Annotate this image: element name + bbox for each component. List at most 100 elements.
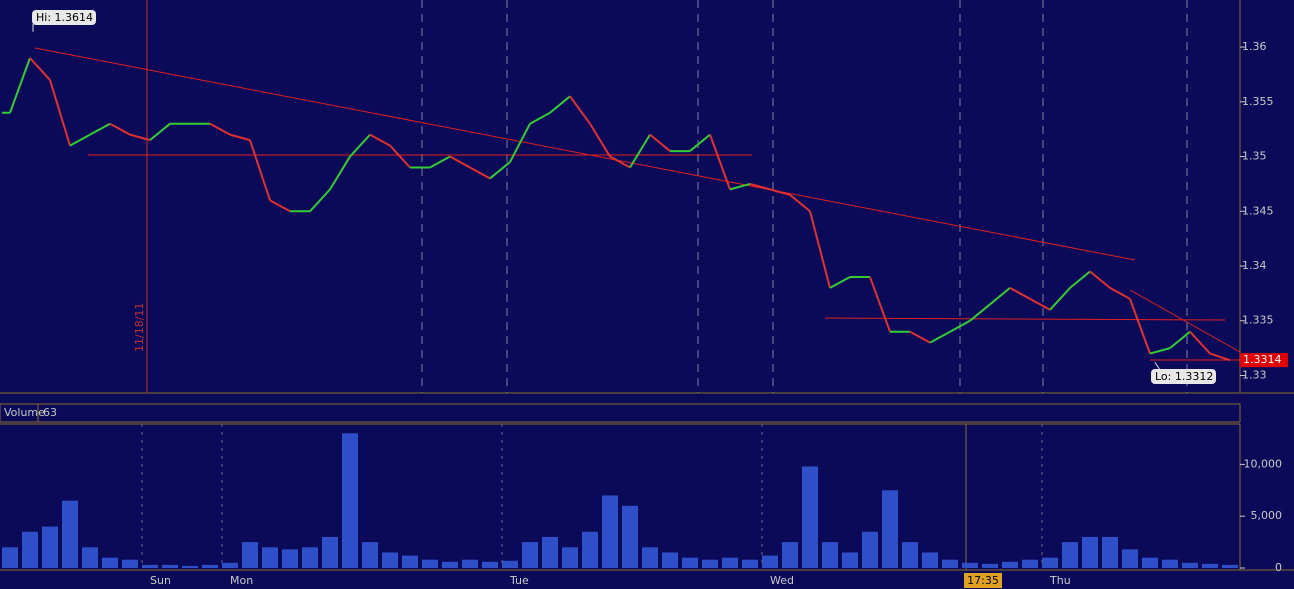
volume-bar [202, 564, 218, 568]
session-dividers [421, 0, 1188, 393]
volume-header [0, 403, 1241, 423]
x-tick-label: Tue [509, 574, 529, 587]
volume-bar [722, 557, 738, 568]
volume-bar [162, 564, 178, 568]
price-segment [89, 122, 111, 136]
price-segment [909, 330, 931, 344]
volume-bar [922, 552, 938, 568]
price-segment [1089, 270, 1111, 289]
volume-bar [1162, 559, 1178, 568]
price-segment [1029, 297, 1051, 311]
lo-badge [1151, 369, 1216, 384]
price-segment [209, 122, 231, 136]
volume-bar [342, 433, 358, 568]
volume-bar [702, 559, 718, 568]
y-tick-label: 1.33 [1242, 368, 1267, 381]
price-segment [829, 276, 851, 289]
volume-bar [602, 495, 618, 568]
price-segment [969, 303, 991, 322]
x-tick-label: Sun [150, 574, 171, 587]
x-tick-label: Thu [1049, 574, 1071, 587]
price-segment [1009, 287, 1031, 300]
volume-bar [1222, 564, 1238, 568]
volume-bar [422, 559, 438, 568]
price-segment [569, 95, 591, 125]
lo-label: Lo: 1.3312 [1155, 370, 1213, 383]
volume-bar [742, 559, 758, 568]
price-segment [809, 211, 831, 289]
y-tick-label: 1.345 [1242, 204, 1274, 217]
price-segment [489, 161, 511, 180]
last-price-badge [1240, 353, 1288, 368]
volume-bar [1102, 536, 1118, 568]
volume-bar [1042, 557, 1058, 568]
volume-bar [322, 536, 338, 568]
y-tick-label: 0 [1275, 561, 1282, 574]
y-tick-label: 1.36 [1242, 40, 1267, 53]
price-segment [929, 330, 951, 344]
volume-bar [102, 557, 118, 568]
price-segment [149, 122, 171, 141]
y-tick-label: 5,000 [1251, 509, 1283, 522]
volume-bar [562, 547, 578, 568]
price-segment [689, 133, 711, 152]
y-tick-label: 1.335 [1242, 314, 1274, 327]
volume-bar [1022, 559, 1038, 568]
price-segment [269, 199, 291, 213]
volume-bar [762, 555, 778, 568]
volume-bar [662, 552, 678, 568]
price-segment [609, 155, 631, 169]
volume-bar [42, 526, 58, 568]
price-segment [989, 287, 1011, 306]
price-segment [49, 79, 71, 146]
volume-bar [982, 563, 998, 568]
volume-bar [682, 557, 698, 568]
price-segment [1149, 347, 1171, 355]
volume-bar [1202, 563, 1218, 568]
volume-bar [642, 547, 658, 568]
price-segment [449, 155, 471, 169]
volume-bar [802, 466, 818, 568]
price-segment [629, 134, 651, 169]
price-segment [529, 111, 551, 125]
volume-bar [482, 561, 498, 568]
price-segment [1049, 287, 1071, 311]
price-segment [129, 133, 151, 142]
price-segment [769, 188, 791, 196]
volume-bar [842, 552, 858, 568]
price-segment [729, 182, 751, 191]
y-tick-label: 1.34 [1242, 259, 1267, 272]
volume-bar [502, 560, 518, 568]
price-segment [29, 57, 51, 81]
volume-bar [82, 547, 98, 568]
price-segment [249, 139, 271, 201]
volume-bar [1122, 549, 1138, 568]
volume-bar [622, 505, 638, 568]
volume-bar [122, 559, 138, 568]
volume-bar [1142, 557, 1158, 568]
y-tick-label: 1.355 [1242, 95, 1274, 108]
price-segment [1209, 352, 1231, 362]
volume-bar [22, 531, 38, 568]
volume-bar [942, 559, 958, 568]
x-tick-label: Wed [770, 574, 794, 587]
volume-bar [582, 531, 598, 568]
volume-bar [822, 542, 838, 568]
volume-current: 63 [43, 406, 57, 419]
volume-bar [302, 547, 318, 568]
price-segment [589, 123, 611, 158]
x-tick-label: Mon [230, 574, 253, 587]
price-segment [229, 133, 251, 142]
volume-bar [522, 542, 538, 568]
volume-bar [182, 565, 198, 568]
price-segment [869, 276, 891, 333]
price-segment [1189, 331, 1211, 355]
lo-pointer [1154, 362, 1161, 371]
volume-bar [402, 555, 418, 568]
volume-bar [242, 542, 258, 568]
price-segment [389, 144, 411, 169]
volume-bar [1182, 562, 1198, 568]
volume-bar [262, 547, 278, 568]
